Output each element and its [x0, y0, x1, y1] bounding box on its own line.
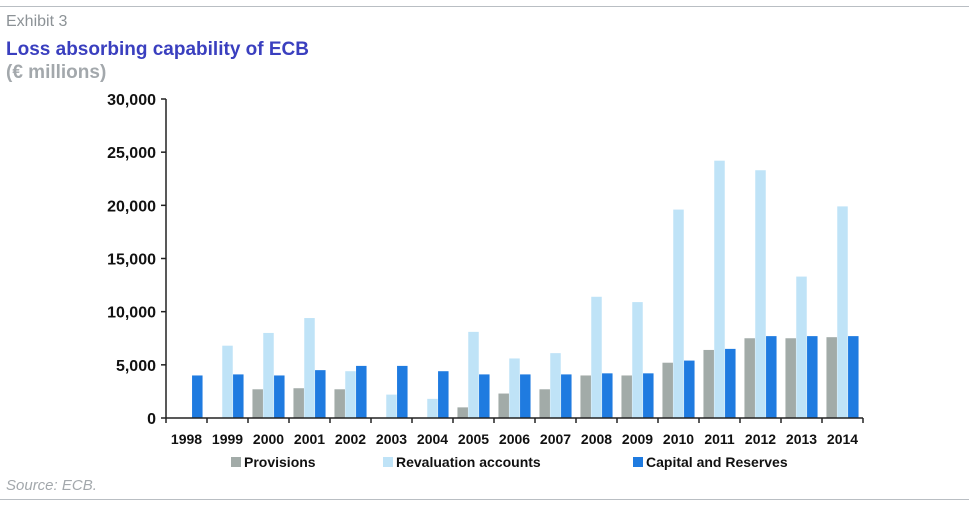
y-tick-label: 5,000	[116, 358, 156, 375]
x-tick-label: 2004	[417, 431, 448, 447]
bar-provisions-2012	[744, 338, 755, 418]
bar-provisions-2005	[457, 407, 468, 418]
bar-capital-and-reserves-2007	[561, 374, 572, 418]
bar-revaluation-accounts-2012	[755, 170, 766, 418]
bar-revaluation-accounts-2002	[345, 371, 356, 418]
bar-revaluation-accounts-2004	[427, 398, 438, 418]
legend-label: Provisions	[244, 454, 316, 470]
x-tick-label: 2006	[499, 431, 530, 447]
x-tick-label: 2010	[663, 431, 694, 447]
bar-provisions-2014	[826, 337, 837, 418]
y-tick-label: 10,000	[107, 305, 156, 322]
x-tick-label: 2002	[335, 431, 366, 447]
top-rule	[0, 6, 969, 7]
x-tick-label: 2009	[622, 431, 653, 447]
bar-provisions-2010	[662, 362, 673, 418]
x-tick-label: 2013	[786, 431, 817, 447]
x-tick-label: 2014	[827, 431, 858, 447]
y-tick-label: 0	[147, 411, 156, 428]
bar-revaluation-accounts-2001	[304, 318, 315, 418]
bar-capital-and-reserves-2012	[766, 336, 777, 418]
bar-revaluation-accounts-2013	[796, 276, 807, 418]
x-tick-label: 2001	[294, 431, 325, 447]
bar-capital-and-reserves-2009	[643, 373, 654, 418]
bar-revaluation-accounts-2009	[632, 302, 643, 418]
bar-revaluation-accounts-2000	[263, 332, 274, 418]
source-note: Source: ECB.	[6, 477, 97, 494]
bar-revaluation-accounts-2003	[386, 394, 397, 418]
bar-revaluation-accounts-2014	[837, 206, 848, 418]
bar-provisions-2008	[580, 375, 591, 418]
bar-provisions-2006	[498, 393, 509, 418]
x-tick-label: 2005	[458, 431, 489, 447]
y-tick-label: 15,000	[107, 252, 156, 269]
legend-swatch	[231, 457, 241, 467]
bar-capital-and-reserves-2006	[520, 374, 531, 418]
x-tick-label: 2000	[253, 431, 284, 447]
y-tick-label: 30,000	[107, 92, 156, 109]
bar-capital-and-reserves-2005	[479, 374, 490, 418]
bar-provisions-2002	[334, 389, 345, 418]
bar-revaluation-accounts-2005	[468, 331, 479, 418]
legend-label: Revaluation accounts	[396, 454, 541, 470]
x-tick-label: 2007	[540, 431, 571, 447]
bar-capital-and-reserves-1999	[233, 374, 244, 418]
bottom-rule	[0, 499, 969, 500]
bar-revaluation-accounts-2006	[509, 358, 520, 418]
x-tick-label: 1999	[212, 431, 243, 447]
x-tick-label: 2011	[704, 431, 735, 447]
legend-label: Capital and Reserves	[646, 454, 788, 470]
bar-capital-and-reserves-2011	[725, 348, 736, 418]
bar-revaluation-accounts-2007	[550, 353, 561, 418]
bar-revaluation-accounts-2011	[714, 160, 725, 418]
chart-title: Loss absorbing capability of ECB	[6, 39, 309, 60]
x-tick-label: 1998	[171, 431, 202, 447]
bar-provisions-2011	[703, 349, 714, 418]
x-tick-label: 2008	[581, 431, 612, 447]
bar-capital-and-reserves-2014	[848, 336, 859, 418]
bar-capital-and-reserves-2004	[438, 371, 449, 418]
x-tick-label: 2003	[376, 431, 407, 447]
bar-capital-and-reserves-2013	[807, 336, 818, 418]
x-tick-label: 2012	[745, 431, 776, 447]
bar-provisions-2009	[621, 375, 632, 418]
legend-swatch	[633, 457, 643, 467]
bar-capital-and-reserves-2008	[602, 373, 613, 418]
bar-revaluation-accounts-1999	[222, 345, 233, 418]
y-tick-label: 20,000	[107, 198, 156, 215]
bar-provisions-2007	[539, 389, 550, 418]
bar-capital-and-reserves-2001	[315, 370, 326, 418]
bar-capital-and-reserves-2002	[356, 365, 367, 418]
exhibit-label: Exhibit 3	[6, 13, 68, 30]
bar-provisions-2001	[293, 388, 304, 418]
bar-capital-and-reserves-2000	[274, 375, 285, 418]
y-tick-label: 25,000	[107, 145, 156, 162]
bar-capital-and-reserves-2010	[684, 360, 695, 418]
bar-provisions-2000	[252, 389, 263, 418]
chart-subtitle: (€ millions)	[6, 62, 107, 83]
bar-revaluation-accounts-2008	[591, 296, 602, 418]
bar-provisions-2013	[785, 338, 796, 418]
bar-revaluation-accounts-2010	[673, 209, 684, 418]
legend-swatch	[383, 457, 393, 467]
bar-capital-and-reserves-2003	[397, 365, 408, 418]
bar-capital-and-reserves-1998	[192, 375, 203, 418]
